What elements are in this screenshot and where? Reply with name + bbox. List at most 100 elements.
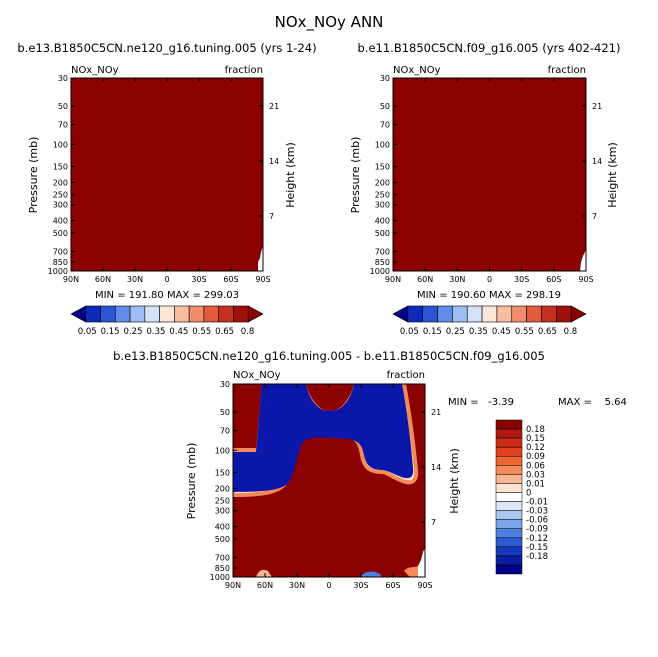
x-tick-label: 30N [127,275,143,284]
diff-ylabel-right: Height (km) [448,448,461,514]
colorbar-swatch [159,305,175,323]
x-tick-label: 90N [63,275,79,284]
colorbar-label: 0.8 [241,327,255,337]
colorbar-swatch [203,305,219,323]
left-ylabel-right: Height (km) [284,142,297,208]
diff-contours [233,384,425,577]
right-surface-mask [580,250,586,271]
right-panel-title: b.e11.B1850C5CN.f09_g16.005 (yrs 402-421… [358,41,621,55]
y-tick-label: 100 [53,140,68,149]
left-surface-mask [258,246,263,271]
colorbar-swatch [495,446,523,457]
colorbar-swatch [495,428,523,439]
x-tick-label: 90S [578,275,593,284]
colorbar-swatch [495,564,523,575]
x-tick-label: 30S [514,275,529,284]
colorbar-swatch [144,305,160,323]
right-tick-label: 21 [592,102,602,111]
colorbar-swatch [495,437,523,448]
colorbar-swatch [495,510,523,520]
colorbar-label: 0.25 [446,327,465,337]
colorbar-label: 0.09 [526,452,545,462]
y-tick-label: 150 [53,163,68,172]
x-tick-label: 0 [164,275,169,284]
diff-colorbar: 0.180.150.120.090.060.030.010-0.01-0.03-… [495,419,548,575]
x-tick-label: 60N [95,275,111,284]
left-panel-title: b.e13.B1850C5CN.ne120_g16.tuning.005 (yr… [17,41,316,55]
right-tick-label: 14 [269,157,279,166]
colorbar-swatch [495,465,523,475]
y-tick-label: 200 [215,484,230,493]
colorbar-label: -0.06 [526,516,548,526]
y-tick-label: 50 [380,102,390,111]
x-tick-label: 60S [546,275,561,284]
y-tick-label: 500 [375,229,390,238]
colorbar-label: 0.06 [526,461,545,471]
colorbar-label: 0.25 [124,327,143,337]
colorbar-swatch [495,528,523,539]
right-units-label: fraction [548,65,586,76]
y-tick-label: 150 [375,163,390,172]
left-units-label: fraction [225,65,263,76]
colorbar-swatch [526,305,542,323]
colorbar-swatch [233,305,249,323]
colorbar-swatch [495,455,523,466]
y-tick-label: 700 [215,553,230,562]
diff-negative-region [233,384,414,492]
colorbar-label: 0.01 [526,479,545,489]
colorbar-swatch [466,305,483,323]
x-tick-label: 60N [257,581,273,590]
diff-panel-title: b.e13.B1850C5CN.ne120_g16.tuning.005 - b… [113,349,545,363]
y-tick-label: 30 [380,74,390,83]
diff-ylabel: Pressure (mb) [185,443,198,520]
colorbar-swatch [188,305,205,323]
right-tick-label: 7 [269,212,274,221]
colorbar-label: -0.03 [526,507,548,517]
right-tick-label: 14 [431,463,441,472]
colorbar-swatch [437,305,453,323]
colorbar-label: 0.15 [423,327,442,337]
colorbar-swatch [495,537,523,548]
colorbar-label: 0.35 [469,327,488,337]
y-tick-label: 850 [375,258,390,267]
colorbar-label: 0.45 [169,327,188,337]
diff-ticks: 90N 60N 30N 0 30S 60S 90S 30 50 70 100 150 200 250300… [210,380,442,590]
colorbar-swatch [495,483,523,493]
right-tick-label: 7 [592,212,597,221]
colorbar-label: 0.45 [492,327,511,337]
x-tick-label: 90S [255,275,270,284]
diff-min-label: MIN = -3.39 [448,397,514,408]
y-tick-label: 1000 [210,573,230,582]
left-field [71,78,263,271]
diff-variable-label: NOx_NOy [233,370,281,381]
colorbar-swatch [85,305,101,323]
colorbar-label: 0.55 [515,327,534,337]
y-tick-label: 500 [215,535,230,544]
colorbar-swatch [496,305,513,323]
colorbar-label: -0.15 [526,543,548,553]
y-tick-label: 150 [215,469,230,478]
y-tick-label: 700 [53,247,68,256]
colorbar-swatch [495,492,523,502]
colorbar-label: 0.55 [192,327,211,337]
x-tick-label: 60N [417,275,433,284]
colorbar-label: 0.65 [215,327,234,337]
diff-surface-mask [418,548,425,577]
right-panel: b.e11.B1850C5CN.f09_g16.005 (yrs 402-421… [349,41,620,301]
y-tick-label: 300 [53,201,68,210]
colorbar-label: 0 [526,488,531,498]
y-tick-label: 400 [375,217,390,226]
x-tick-label: 60S [223,275,238,284]
right-tick-label: 7 [431,518,436,527]
y-tick-label: 30 [58,74,68,83]
x-tick-label: 30N [449,275,465,284]
right-variable-label: NOx_NOy [393,65,441,76]
colorbar-swatch [541,305,557,323]
colorbar-label: -0.09 [526,525,548,535]
x-tick-label: 0 [326,581,331,590]
right-tick-label: 21 [431,408,441,417]
colorbar-label: 0.05 [400,327,419,337]
right-ylabel: Pressure (mb) [349,137,362,214]
y-tick-label: 250 [215,497,230,506]
